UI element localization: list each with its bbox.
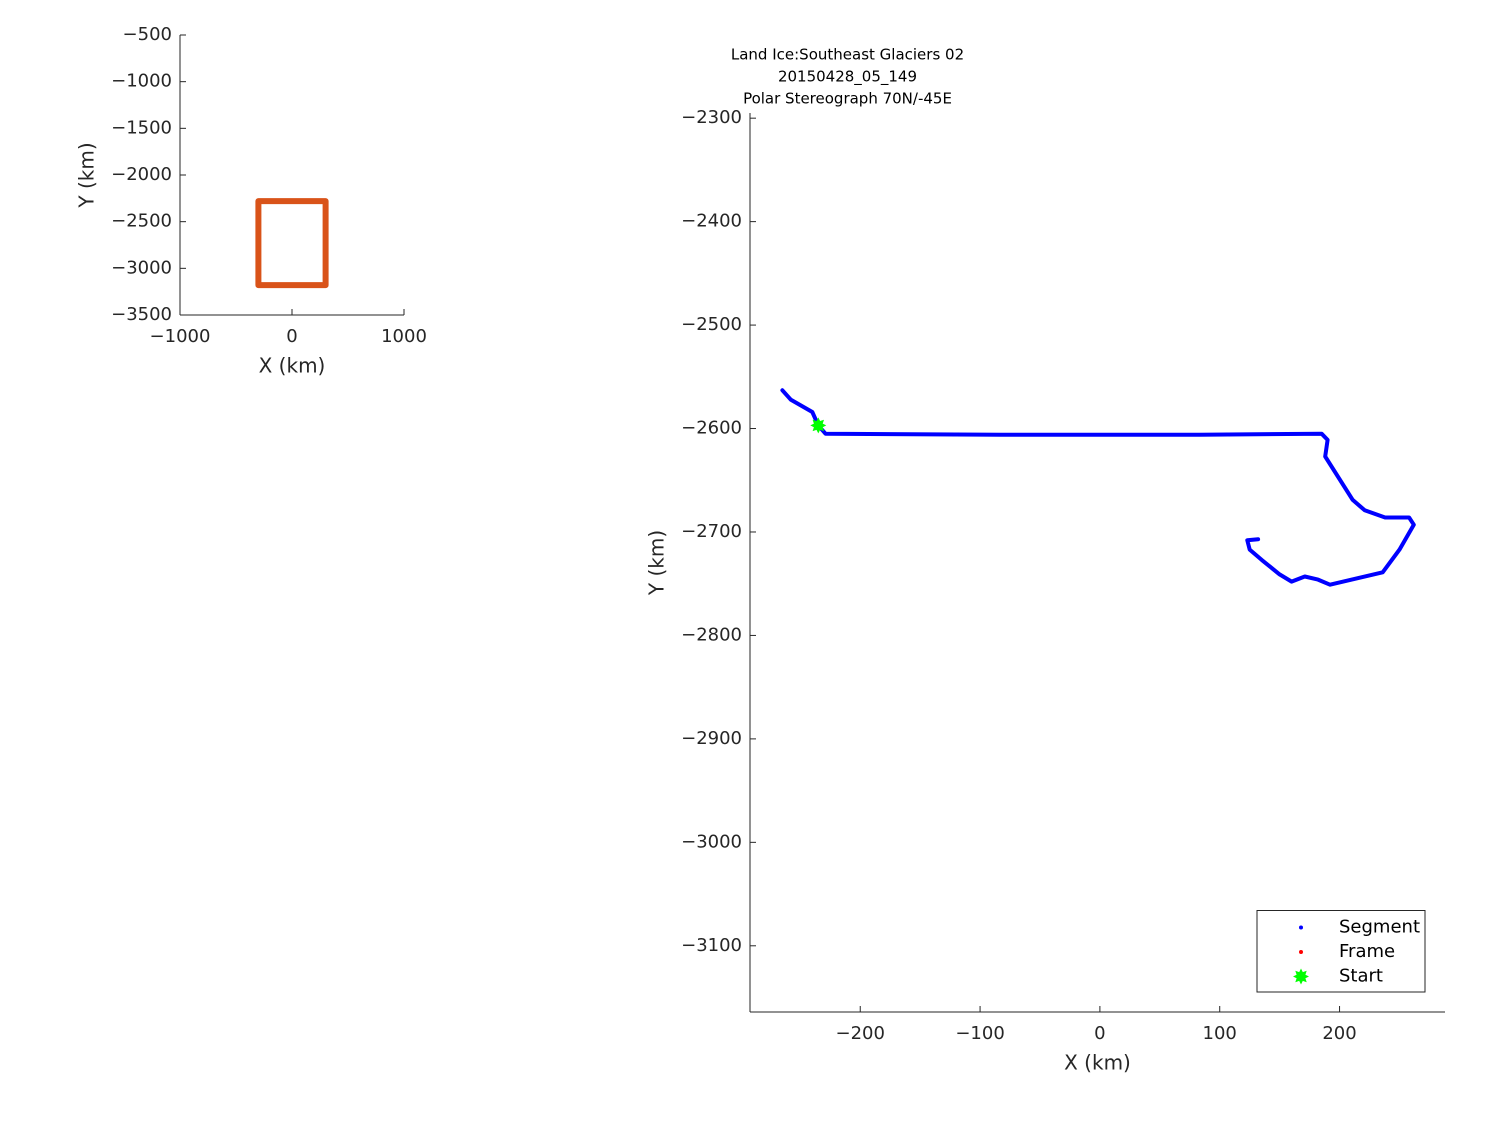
x-tick-label: −1000 bbox=[150, 326, 211, 347]
start-marker bbox=[810, 417, 827, 434]
y-tick-label: −3100 bbox=[681, 935, 742, 956]
y-tick-label: −1000 bbox=[111, 71, 172, 92]
y-tick-label: −3000 bbox=[111, 257, 172, 278]
legend-marker bbox=[1299, 950, 1303, 954]
y-tick-label: −1500 bbox=[111, 117, 172, 138]
legend-marker bbox=[1299, 925, 1303, 930]
x-tick-label: 0 bbox=[286, 326, 297, 347]
legend-marker bbox=[1293, 968, 1309, 985]
y-axis-label: Y (km) bbox=[75, 142, 99, 208]
y-tick-label: −2800 bbox=[681, 624, 742, 645]
y-tick-label: −2500 bbox=[681, 314, 742, 335]
x-tick-label: −100 bbox=[955, 1023, 1004, 1044]
chart-title: Polar Stereograph 70N/-45E bbox=[743, 90, 952, 108]
y-tick-label: −500 bbox=[123, 24, 172, 45]
legend-label: Frame bbox=[1339, 941, 1395, 962]
legend-label: Segment bbox=[1339, 917, 1420, 938]
x-tick-label: 1000 bbox=[381, 326, 427, 347]
x-tick-label: −200 bbox=[836, 1023, 885, 1044]
y-tick-label: −2700 bbox=[681, 521, 742, 542]
y-tick-label: −3500 bbox=[111, 304, 172, 325]
x-tick-label: 0 bbox=[1094, 1023, 1105, 1044]
y-axis-label: Y (km) bbox=[645, 530, 669, 596]
y-tick-label: −2300 bbox=[681, 107, 742, 128]
legend-label: Start bbox=[1339, 966, 1383, 987]
chart-title: Land Ice:Southeast Glaciers 02 bbox=[731, 46, 964, 64]
y-tick-label: −2000 bbox=[111, 164, 172, 185]
series-line bbox=[780, 388, 1416, 587]
x-tick-label: 200 bbox=[1322, 1023, 1356, 1044]
y-tick-label: −2900 bbox=[681, 728, 742, 749]
y-tick-label: −3000 bbox=[681, 831, 742, 852]
series-line bbox=[255, 198, 329, 289]
y-tick-label: −2500 bbox=[111, 211, 172, 232]
x-axis-label: X (km) bbox=[259, 354, 326, 378]
y-tick-label: −2600 bbox=[681, 418, 742, 439]
y-tick-label: −2400 bbox=[681, 211, 742, 232]
legend-box bbox=[1256, 910, 1426, 993]
chart-title: 20150428_05_149 bbox=[778, 68, 917, 87]
x-axis-label: X (km) bbox=[1064, 1051, 1131, 1075]
x-tick-label: 100 bbox=[1203, 1023, 1237, 1044]
